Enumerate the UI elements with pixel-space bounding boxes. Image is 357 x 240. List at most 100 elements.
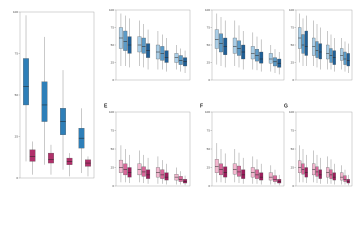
y-tick-label: 100 <box>109 110 114 114</box>
box <box>146 169 151 179</box>
y-tick-label: 0 <box>292 184 294 188</box>
y-tick-label: 25 <box>111 60 115 64</box>
panel-label: G <box>284 103 288 109</box>
box <box>219 33 223 53</box>
box <box>346 179 350 184</box>
box <box>255 169 259 179</box>
y-tick-label: 100 <box>289 110 294 114</box>
box <box>219 163 223 176</box>
box <box>268 53 273 64</box>
box <box>332 172 336 181</box>
y-tick-label: 0 <box>208 78 210 82</box>
box <box>315 166 319 177</box>
box <box>301 163 305 175</box>
box <box>312 37 316 56</box>
box <box>214 29 219 49</box>
box <box>304 30 308 56</box>
box <box>23 58 29 106</box>
box <box>141 37 146 54</box>
box <box>298 160 302 173</box>
y-tick-label: 0 <box>208 184 210 188</box>
box <box>164 172 169 181</box>
y-tick-label: 25 <box>207 165 211 169</box>
y-tick-label: 50 <box>207 43 211 47</box>
box <box>118 159 123 173</box>
box <box>340 48 344 61</box>
box <box>259 51 264 64</box>
y-tick-label: 50 <box>291 147 295 151</box>
y-tick-label: 0 <box>292 78 294 82</box>
y-tick-label: 25 <box>291 60 295 64</box>
box <box>268 172 273 181</box>
box <box>164 50 169 63</box>
box <box>127 167 132 178</box>
box <box>241 169 246 179</box>
y-tick-label: 50 <box>15 93 19 97</box>
box <box>301 34 305 54</box>
y-tick-label: 100 <box>109 8 114 12</box>
box <box>318 169 322 179</box>
box <box>312 163 316 176</box>
box <box>214 159 219 173</box>
box <box>250 46 255 60</box>
y-tick-label: 25 <box>291 165 295 169</box>
y-tick-label: 75 <box>207 25 211 29</box>
box <box>273 175 277 182</box>
y-tick-label: 75 <box>111 25 115 29</box>
y-tick-label: 25 <box>111 165 115 169</box>
box <box>48 152 54 164</box>
box <box>178 55 183 65</box>
y-tick-label: 50 <box>291 43 295 47</box>
box <box>343 175 347 182</box>
figure: 0 25 50 75 100 0 25 50 75 100 0 25 50 75 100 0 25 50 75 100… <box>13 8 353 188</box>
y-tick-label: 75 <box>15 51 19 55</box>
box <box>318 43 322 60</box>
box <box>343 51 347 65</box>
box <box>137 36 142 53</box>
box <box>237 165 241 177</box>
box <box>329 169 333 179</box>
panel-label: F <box>200 103 203 109</box>
box <box>178 176 183 182</box>
y-tick-label: 75 <box>291 25 295 29</box>
box <box>160 169 165 179</box>
y-tick-label: 100 <box>13 10 18 14</box>
box <box>304 167 308 178</box>
y-tick-label: 75 <box>207 128 211 132</box>
y-tick-label: 0 <box>112 78 114 82</box>
y-tick-label: 100 <box>289 8 294 12</box>
y-tick-label: 50 <box>207 147 211 151</box>
y-tick-label: 100 <box>205 8 210 12</box>
box <box>259 172 264 181</box>
box <box>123 163 128 176</box>
plot-frame <box>295 111 353 187</box>
box <box>155 167 160 178</box>
box <box>183 179 188 184</box>
box <box>237 40 241 56</box>
box <box>326 44 330 60</box>
y-tick-label: 75 <box>291 128 295 132</box>
y-tick-label: 50 <box>111 147 115 151</box>
y-tick-label: 75 <box>111 128 115 132</box>
box <box>141 166 146 177</box>
box <box>277 179 282 184</box>
box <box>137 163 142 176</box>
y-tick-label: 0 <box>16 176 18 180</box>
box <box>123 30 128 51</box>
y-tick-label: 0 <box>112 184 114 188</box>
box <box>250 167 255 178</box>
box <box>174 53 179 63</box>
box <box>255 49 259 62</box>
box <box>326 167 330 178</box>
y-tick-label: 25 <box>207 60 211 64</box>
box <box>41 81 48 122</box>
box <box>223 166 228 178</box>
box <box>346 53 350 67</box>
y-tick-label: 25 <box>15 134 19 138</box>
y-tick-label: 50 <box>111 43 115 47</box>
box <box>232 163 237 175</box>
box <box>29 149 36 162</box>
box <box>232 37 237 54</box>
box <box>315 41 319 58</box>
box <box>340 172 344 181</box>
